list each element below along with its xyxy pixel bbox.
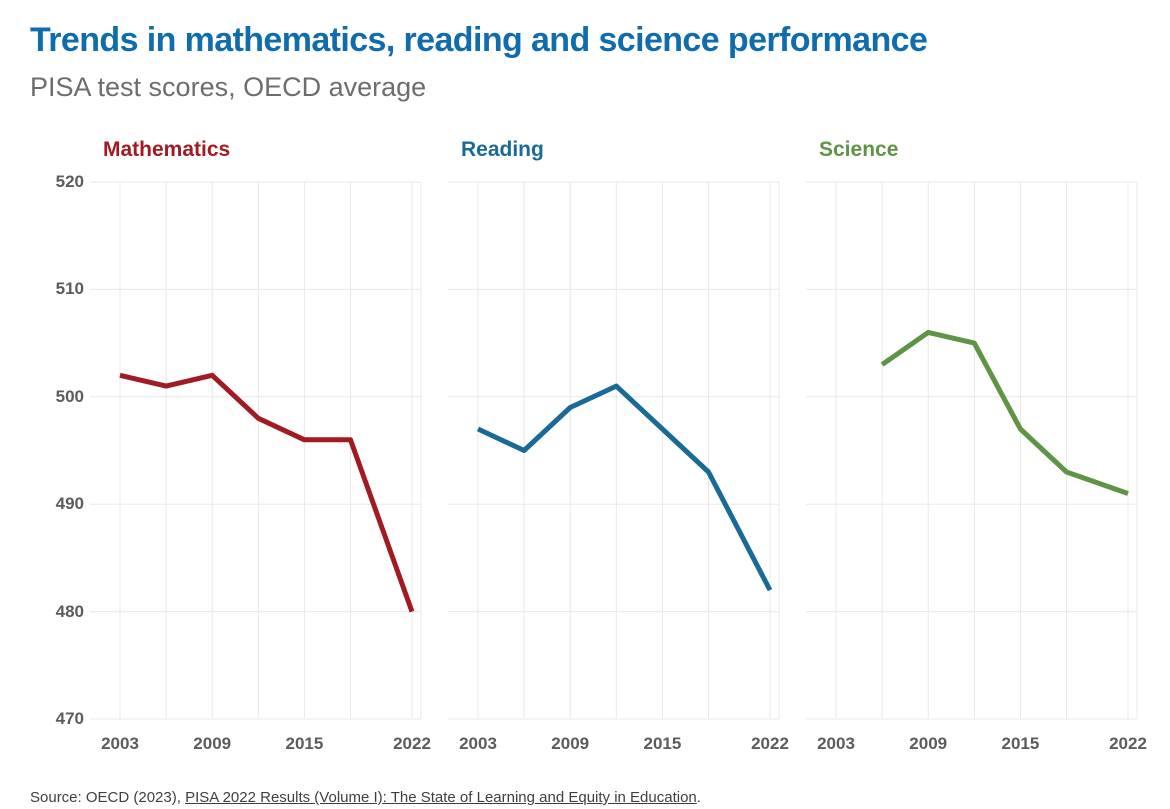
x-tick-label: 2009 xyxy=(193,734,231,753)
pisa-trends-figure: Trends in mathematics, reading and scien… xyxy=(28,20,1147,808)
y-tick-label: 480 xyxy=(55,601,84,621)
x-tick-label: 2022 xyxy=(751,734,789,753)
mathematics-line-chart: 2003 2009 2015 2022 xyxy=(90,181,431,753)
y-tick-label: 500 xyxy=(55,386,84,406)
panel-science: Science 2003 2009 2015 2022 xyxy=(806,138,1147,766)
x-tick-label: 2009 xyxy=(909,734,947,753)
y-axis-labels: 470 480 490 500 510 520 xyxy=(28,138,90,766)
trend-line xyxy=(880,329,1129,496)
panel-title-reading: Reading xyxy=(461,138,544,161)
trend-line xyxy=(119,372,415,613)
charts-row: 470 480 490 500 510 520 Mathematics 2003 2009 2… xyxy=(28,138,1147,766)
x-tick-label: 2015 xyxy=(644,734,682,753)
y-tick-label: 510 xyxy=(55,279,84,299)
source-suffix: . xyxy=(696,789,701,806)
science-line-chart: 2003 2009 2015 2022 xyxy=(806,181,1147,753)
x-tick-label: 2022 xyxy=(393,734,431,753)
page-subtitle: PISA test scores, OECD average xyxy=(30,72,427,102)
trend-line xyxy=(476,383,773,592)
panel-reading: Reading 2003 2009 2015 2022 xyxy=(448,138,789,766)
source-note: Source: OECD (2023), PISA 2022 Results (… xyxy=(30,788,1144,808)
x-tick-label: 2022 xyxy=(1109,734,1147,753)
source-link[interactable]: PISA 2022 Results (Volume I): The State … xyxy=(185,789,697,806)
source-prefix: Source: OECD (2023), xyxy=(30,789,186,806)
x-tick-label: 2003 xyxy=(101,734,139,753)
reading-line-chart: 2003 2009 2015 2022 xyxy=(448,181,789,753)
y-tick-label: 520 xyxy=(55,172,84,191)
y-tick-label: 470 xyxy=(55,709,84,728)
x-tick-label: 2015 xyxy=(1002,734,1040,753)
page-title: Trends in mathematics, reading and scien… xyxy=(30,21,928,59)
x-tick-label: 2003 xyxy=(459,734,497,753)
panel-title-mathematics: Mathematics xyxy=(103,138,231,161)
y-tick-label: 490 xyxy=(55,494,84,514)
panel-title-science: Science xyxy=(819,138,899,161)
panel-mathematics: Mathematics 2003 2009 2015 2022 xyxy=(90,138,431,766)
x-tick-label: 2015 xyxy=(286,734,324,753)
x-tick-label: 2003 xyxy=(817,734,855,753)
x-tick-label: 2009 xyxy=(551,734,589,753)
